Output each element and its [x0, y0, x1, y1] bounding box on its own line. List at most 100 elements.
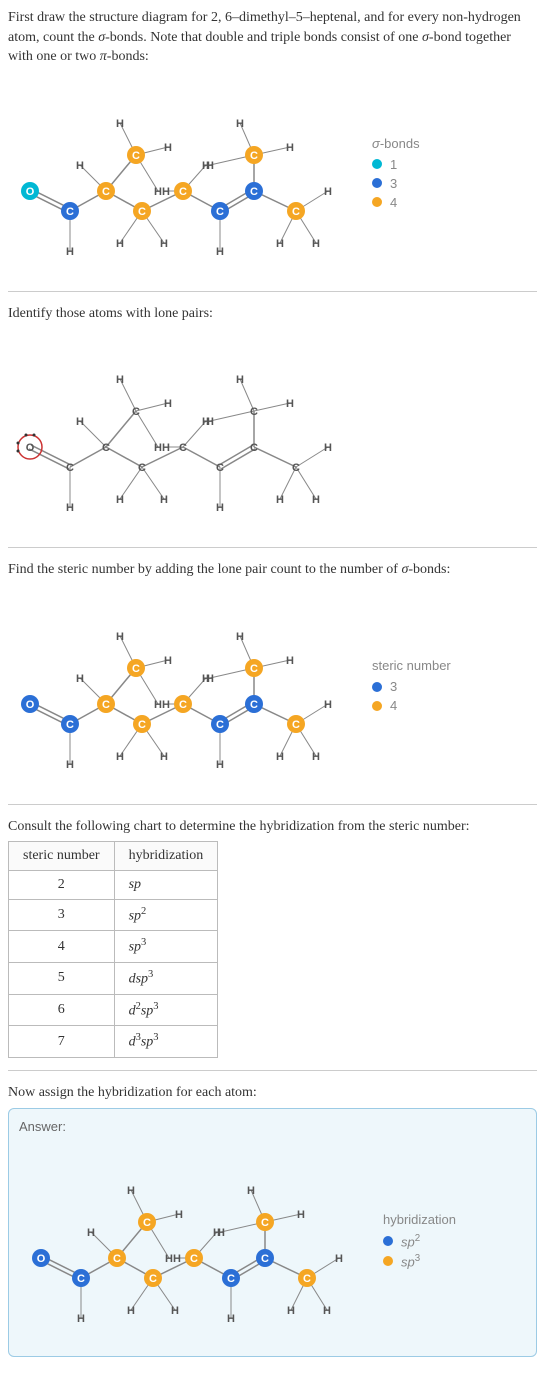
svg-text:H: H [154, 699, 162, 711]
legend-label: sp3 [401, 1253, 420, 1269]
legend-label: 3 [390, 679, 397, 694]
svg-text:H: H [154, 186, 162, 198]
svg-text:H: H [66, 246, 74, 258]
assign-text: Now assign the hybridization for each at… [8, 1083, 537, 1103]
svg-text:H: H [76, 160, 84, 172]
svg-text:C: C [66, 719, 74, 731]
legend-dot-icon [383, 1256, 393, 1266]
legend-item: 4 [372, 195, 420, 210]
svg-text:H: H [171, 1305, 179, 1317]
svg-text:H: H [286, 398, 294, 410]
svg-text:H: H [77, 1313, 85, 1325]
svg-text:H: H [286, 142, 294, 154]
svg-text:H: H [164, 142, 172, 154]
lone-pairs-diagram-container: HHHHHHHHHHHHHHHHOCCCCCCCCC [8, 327, 537, 535]
svg-text:H: H [287, 1305, 295, 1317]
hybridization-cell: sp [114, 870, 218, 899]
svg-text:H: H [164, 655, 172, 667]
steric-number-cell: 7 [9, 1026, 115, 1058]
legend-dot-icon [372, 701, 382, 711]
sigma-symbol: σ [422, 30, 429, 45]
svg-text:H: H [324, 186, 332, 198]
steric-number-cell: 3 [9, 899, 115, 931]
svg-text:H: H [116, 118, 124, 130]
section-divider [8, 547, 537, 548]
svg-text:C: C [250, 150, 258, 162]
svg-text:C: C [216, 462, 224, 474]
answer-label: Answer: [19, 1119, 526, 1134]
svg-text:O: O [26, 186, 35, 198]
steric-paragraph: Find the steric number by adding the lon… [8, 560, 537, 580]
legend-label: 4 [390, 195, 397, 210]
svg-text:H: H [276, 238, 284, 250]
svg-text:H: H [76, 416, 84, 428]
svg-text:O: O [26, 699, 35, 711]
legend-item: sp3 [383, 1253, 456, 1269]
svg-text:H: H [162, 186, 170, 198]
svg-text:C: C [303, 1273, 311, 1285]
svg-text:C: C [216, 719, 224, 731]
legend-item: 3 [372, 679, 451, 694]
chart-intro-text: Consult the following chart to determine… [8, 817, 537, 837]
svg-text:C: C [77, 1273, 85, 1285]
svg-text:C: C [143, 1217, 151, 1229]
svg-text:H: H [216, 759, 224, 771]
steric-number-cell: 2 [9, 870, 115, 899]
legend-label: 4 [390, 698, 397, 713]
svg-text:H: H [276, 751, 284, 763]
svg-text:H: H [173, 1253, 181, 1265]
svg-text:H: H [217, 1227, 225, 1239]
svg-text:H: H [312, 494, 320, 506]
svg-text:C: C [102, 442, 110, 454]
svg-text:C: C [113, 1253, 121, 1265]
svg-text:H: H [164, 398, 172, 410]
svg-text:H: H [160, 494, 168, 506]
section-divider [8, 291, 537, 292]
legend-dot-icon [372, 178, 382, 188]
steric-legend: steric number 3 4 [372, 658, 451, 717]
table-row: 4sp3 [9, 931, 218, 963]
lone-pairs-diagram: HHHHHHHHHHHHHHHHOCCCCCCCCC [8, 331, 348, 531]
table-header: hybridization [114, 841, 218, 870]
table-header-row: steric number hybridization [9, 841, 218, 870]
legend-label: 1 [390, 157, 397, 172]
sigma-diagram-container: HHHHHHHHHHHHHHHHOCCCCCCCCC σ-bonds 134 [8, 71, 537, 279]
svg-text:C: C [149, 1273, 157, 1285]
table-row: 5dsp3 [9, 962, 218, 994]
hybridization-cell: d2sp3 [114, 994, 218, 1026]
svg-text:C: C [102, 699, 110, 711]
svg-text:H: H [175, 1209, 183, 1221]
svg-text:C: C [227, 1273, 235, 1285]
svg-text:C: C [66, 206, 74, 218]
svg-text:H: H [116, 631, 124, 643]
svg-text:C: C [138, 462, 146, 474]
svg-text:H: H [206, 673, 214, 685]
hybridization-table: steric number hybridization 2sp3sp24sp35… [8, 841, 218, 1058]
steric-text: Find the steric number by adding the lon… [8, 562, 401, 577]
legend-title: steric number [372, 658, 451, 673]
svg-text:C: C [250, 406, 258, 418]
svg-text:C: C [190, 1253, 198, 1265]
lone-pairs-section: Identify those atoms with lone pairs: HH… [8, 304, 537, 536]
legend-item: 1 [372, 157, 420, 172]
legend-item: 3 [372, 176, 420, 191]
svg-text:C: C [292, 462, 300, 474]
svg-text:H: H [312, 238, 320, 250]
svg-text:H: H [335, 1253, 343, 1265]
hybridization-cell: d3sp3 [114, 1026, 218, 1058]
legend-title: σ-bonds [372, 136, 420, 151]
svg-text:H: H [276, 494, 284, 506]
svg-text:H: H [324, 699, 332, 711]
svg-text:C: C [66, 462, 74, 474]
svg-text:H: H [236, 631, 244, 643]
svg-text:H: H [116, 494, 124, 506]
hybridization-cell: dsp3 [114, 962, 218, 994]
svg-text:H: H [206, 416, 214, 428]
table-row: 7d3sp3 [9, 1026, 218, 1058]
svg-text:H: H [236, 118, 244, 130]
svg-text:C: C [250, 699, 258, 711]
svg-text:C: C [179, 186, 187, 198]
svg-text:H: H [87, 1227, 95, 1239]
svg-text:C: C [292, 206, 300, 218]
legend-label: sp2 [401, 1233, 420, 1249]
